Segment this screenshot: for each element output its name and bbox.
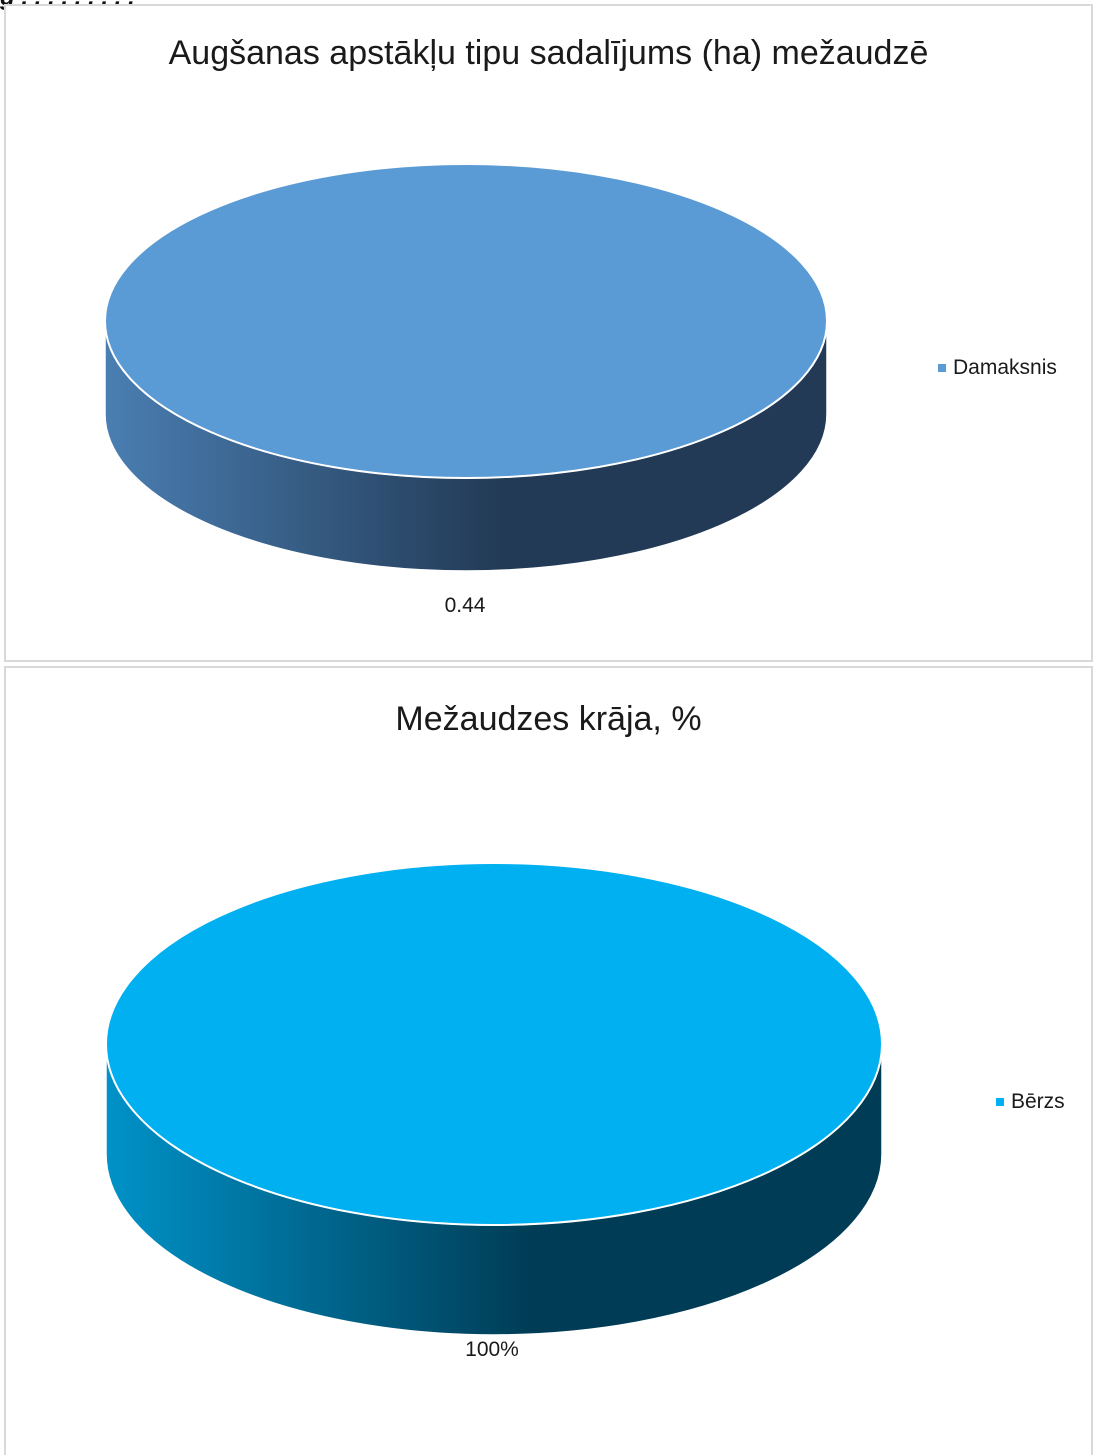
pie-slice-bērzs xyxy=(105,862,883,1226)
data-label: 100% xyxy=(465,1338,519,1361)
chart-title: Mežaudzes krāja, % xyxy=(395,700,702,738)
data-label: 0.44 xyxy=(444,594,486,617)
legend-swatch xyxy=(938,364,946,372)
legend-label-berzs: Bērzs xyxy=(1011,1090,1065,1113)
legend: Damaksnis xyxy=(938,356,1057,380)
legend-label-damaksnis: Damaksnis xyxy=(953,356,1057,379)
legend: Bērzs xyxy=(996,1090,1065,1114)
chart-title: Augšanas apstākļu tipu sadalījums (ha) m… xyxy=(168,34,929,72)
pie-slice-damaksnis xyxy=(104,163,828,479)
legend-swatch xyxy=(996,1098,1004,1106)
